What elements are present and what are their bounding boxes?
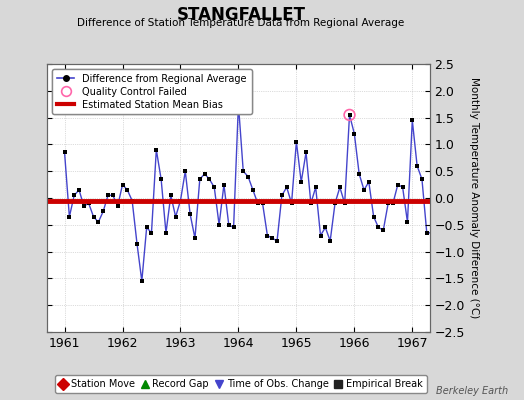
Point: [466, 235, 474, 241]
Point: [331, 200, 339, 206]
Point: [394, 181, 402, 188]
Point: [442, 200, 450, 206]
Point: [60, 149, 69, 156]
Point: [123, 187, 132, 193]
Point: [336, 184, 344, 190]
Point: [422, 230, 431, 236]
Point: [403, 219, 412, 225]
Point: [114, 203, 122, 209]
Point: [191, 235, 199, 241]
Point: [341, 200, 349, 206]
Point: [263, 232, 271, 239]
Point: [181, 168, 190, 174]
Point: [118, 181, 127, 188]
Point: [128, 198, 136, 204]
Point: [186, 211, 194, 217]
Point: [374, 224, 383, 231]
Point: [171, 214, 180, 220]
Point: [326, 238, 334, 244]
Point: [360, 187, 368, 193]
Point: [345, 112, 354, 118]
Point: [428, 230, 436, 236]
Point: [476, 230, 484, 236]
Point: [355, 171, 363, 177]
Point: [452, 181, 460, 188]
Point: [94, 219, 103, 225]
Point: [350, 130, 358, 137]
Point: [365, 179, 373, 185]
Point: [143, 224, 151, 231]
Text: Berkeley Earth: Berkeley Earth: [436, 386, 508, 396]
Point: [456, 184, 465, 190]
Point: [321, 224, 330, 231]
Point: [65, 214, 73, 220]
Point: [152, 146, 160, 153]
Text: STANGFALLET: STANGFALLET: [177, 6, 305, 24]
Point: [244, 173, 252, 180]
Point: [398, 184, 407, 190]
Point: [254, 200, 262, 206]
Point: [89, 214, 97, 220]
Y-axis label: Monthly Temperature Anomaly Difference (°C): Monthly Temperature Anomaly Difference (…: [469, 77, 479, 319]
Point: [215, 222, 223, 228]
Point: [282, 184, 291, 190]
Point: [205, 176, 214, 182]
Point: [167, 192, 175, 198]
Point: [389, 200, 397, 206]
Point: [99, 208, 107, 214]
Point: [75, 187, 83, 193]
Point: [162, 230, 170, 236]
Point: [302, 149, 310, 156]
Legend: Difference from Regional Average, Quality Control Failed, Estimated Station Mean: Difference from Regional Average, Qualit…: [52, 69, 252, 114]
Point: [80, 203, 88, 209]
Point: [408, 117, 417, 124]
Point: [225, 222, 233, 228]
Point: [84, 200, 93, 206]
Point: [176, 198, 184, 204]
Point: [138, 278, 146, 284]
Point: [230, 224, 238, 231]
Point: [200, 171, 209, 177]
Point: [234, 101, 243, 107]
Point: [471, 224, 479, 231]
Point: [297, 179, 305, 185]
Legend: Station Move, Record Gap, Time of Obs. Change, Empirical Break: Station Move, Record Gap, Time of Obs. C…: [56, 375, 427, 393]
Point: [278, 192, 286, 198]
Point: [133, 240, 141, 247]
Point: [239, 168, 247, 174]
Point: [104, 192, 112, 198]
Point: [70, 192, 79, 198]
Point: [345, 112, 354, 118]
Point: [220, 181, 228, 188]
Point: [287, 200, 296, 206]
Point: [292, 138, 301, 145]
Point: [379, 227, 388, 233]
Point: [369, 214, 378, 220]
Point: [273, 238, 281, 244]
Point: [481, 235, 489, 241]
Point: [234, 101, 243, 107]
Point: [461, 232, 470, 239]
Point: [413, 163, 421, 169]
Point: [437, 206, 445, 212]
Point: [268, 235, 277, 241]
Point: [384, 200, 392, 206]
Point: [311, 184, 320, 190]
Point: [447, 206, 455, 212]
Point: [432, 200, 441, 206]
Point: [108, 192, 117, 198]
Point: [195, 176, 204, 182]
Point: [147, 230, 156, 236]
Point: [157, 176, 166, 182]
Point: [258, 200, 267, 206]
Point: [316, 232, 325, 239]
Point: [249, 187, 257, 193]
Text: Difference of Station Temperature Data from Regional Average: Difference of Station Temperature Data f…: [78, 18, 405, 28]
Point: [418, 176, 426, 182]
Point: [307, 200, 315, 206]
Point: [210, 184, 219, 190]
